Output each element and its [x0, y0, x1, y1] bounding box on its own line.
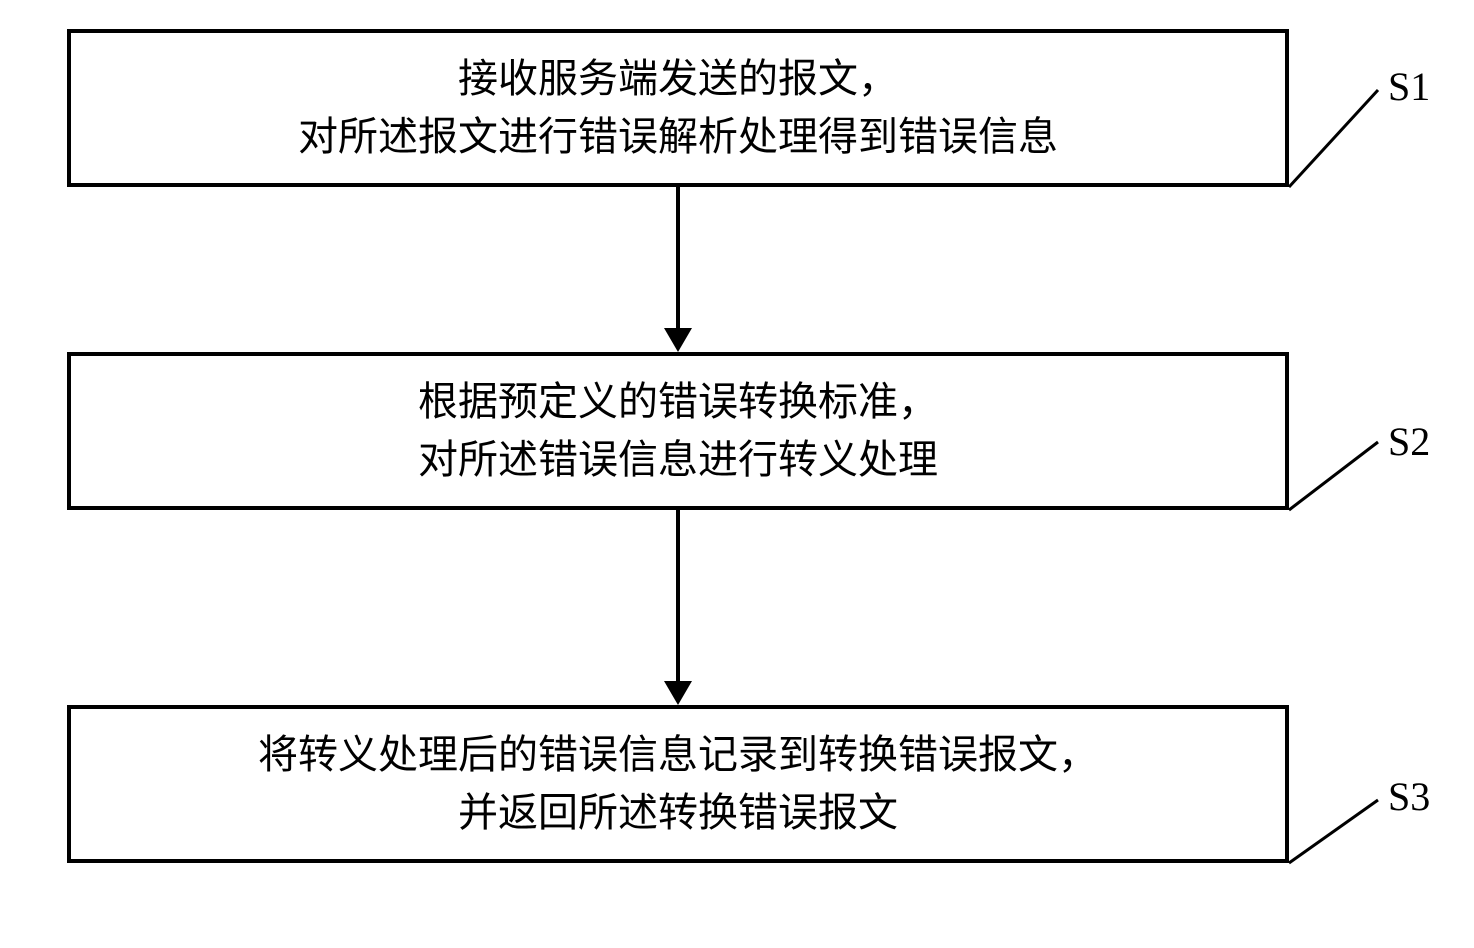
step-label-s2: S2: [1388, 418, 1430, 465]
step-label-text: S1: [1388, 64, 1430, 109]
step-label-s1: S1: [1388, 63, 1430, 110]
node-text-line: 对所述报文进行错误解析处理得到错误信息: [298, 108, 1058, 166]
flowchart-node-s1: 接收服务端发送的报文， 对所述报文进行错误解析处理得到错误信息: [67, 29, 1289, 187]
node-text-line: 并返回所述转换错误报文: [458, 784, 898, 842]
flowchart-canvas: 接收服务端发送的报文， 对所述报文进行错误解析处理得到错误信息 根据预定义的错误…: [0, 0, 1474, 948]
step-label-s3: S3: [1388, 773, 1430, 820]
flowchart-node-s3: 将转义处理后的错误信息记录到转换错误报文， 并返回所述转换错误报文: [67, 705, 1289, 863]
node-text-line: 接收服务端发送的报文，: [458, 50, 898, 108]
node-text-line: 根据预定义的错误转换标准，: [418, 373, 938, 431]
step-label-text: S2: [1388, 419, 1430, 464]
step-label-text: S3: [1388, 774, 1430, 819]
flowchart-node-s2: 根据预定义的错误转换标准， 对所述错误信息进行转义处理: [67, 352, 1289, 510]
node-text-line: 将转义处理后的错误信息记录到转换错误报文，: [258, 726, 1098, 784]
node-text-line: 对所述错误信息进行转义处理: [418, 431, 938, 489]
